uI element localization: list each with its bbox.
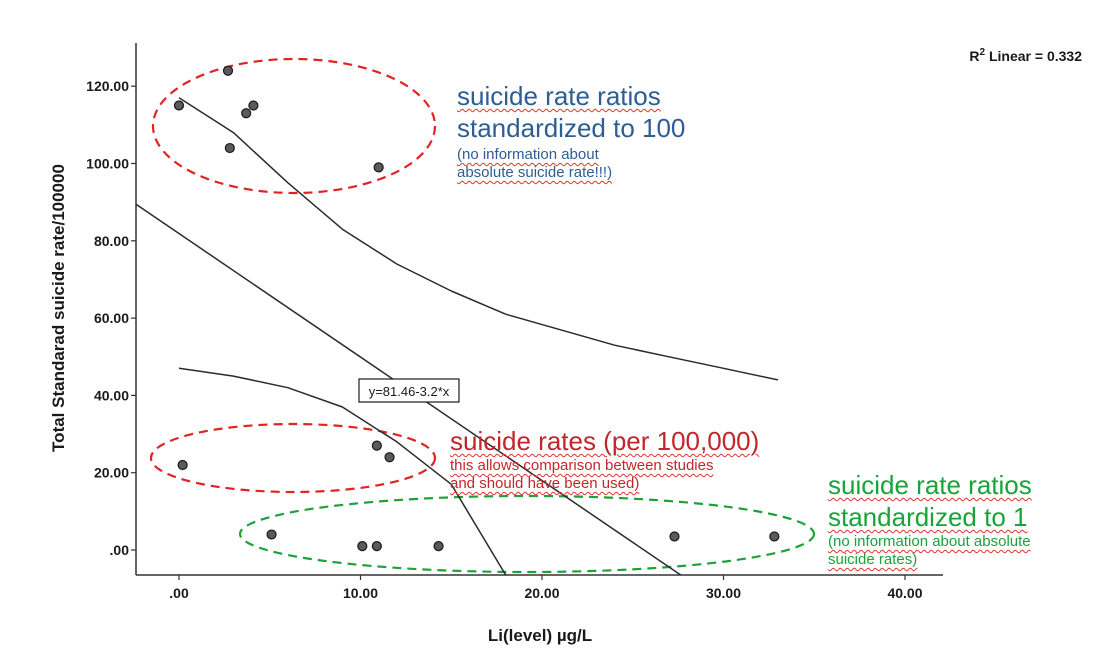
red-sub-line2: and should have been used) <box>450 475 640 492</box>
annotation-blue: suicide rate ratios standardized to 100 … <box>457 80 685 182</box>
fit-equation-label: y=81.46-3.2*x <box>369 384 450 399</box>
green-sub-line2: suicide rates) <box>828 551 918 568</box>
annotation-red: suicide rates (per 100,000) this allows … <box>450 425 759 493</box>
y-tick-label: 20.00 <box>94 465 129 481</box>
red-title-line1: suicide rates (per 100,000) <box>450 426 760 456</box>
x-tick-label: 10.00 <box>343 585 378 601</box>
blue-title-line1: suicide rate ratios <box>457 81 661 111</box>
data-point <box>371 541 382 552</box>
y-tick-label: .00 <box>110 542 130 558</box>
red-sub-line1: this allows comparison between studies <box>450 457 714 474</box>
x-axis-title: Li(level) µg/L <box>488 626 592 645</box>
r-squared-value: Linear = 0.332 <box>985 48 1082 64</box>
green-sub-line1: (no information about absolute <box>828 533 1031 550</box>
y-tick-label: 100.00 <box>86 156 129 172</box>
data-point <box>433 541 444 552</box>
data-point <box>222 65 234 76</box>
annotation-green: suicide rate ratios standardized to 1 (n… <box>828 469 1032 569</box>
r-squared-symbol: R <box>969 48 979 64</box>
data-point <box>241 108 252 119</box>
y-tick-label: 60.00 <box>94 310 129 326</box>
blue-title-line2: standardized to 100 <box>457 113 686 143</box>
r-squared-exponent: 2 <box>980 47 986 58</box>
blue-sub-line1: (no information about <box>457 146 599 163</box>
y-tick-label: 120.00 <box>86 78 129 94</box>
x-tick-label: 40.00 <box>887 585 922 601</box>
data-point <box>373 162 384 173</box>
data-point <box>669 531 680 542</box>
data-point <box>177 459 188 471</box>
confidence-lower-curve <box>178 367 507 576</box>
y-tick-label: 40.00 <box>94 387 129 403</box>
x-ticks: .00 10.00 20.00 30.00 40.00 <box>169 575 923 601</box>
data-point <box>173 100 185 111</box>
axes <box>135 43 943 576</box>
y-axis-title: Total Standarad suicide rate/100000 <box>49 164 68 452</box>
data-point <box>384 452 395 463</box>
ellipse-blue-group <box>151 57 437 195</box>
x-tick-label: 20.00 <box>524 585 559 601</box>
annotation-ellipses <box>149 57 816 574</box>
data-point <box>224 142 235 154</box>
data-point <box>769 531 780 542</box>
green-title-line2: standardized to 1 <box>828 502 1028 532</box>
data-points <box>173 65 780 552</box>
y-ticks: .00 20.00 40.00 60.00 80.00 100.00 120.00 <box>86 78 136 558</box>
data-point <box>248 100 259 111</box>
data-point <box>371 440 382 451</box>
x-tick-label: .00 <box>169 585 189 601</box>
y-tick-label: 80.00 <box>94 233 129 249</box>
fit-equation-box: y=81.46-3.2*x <box>358 378 460 403</box>
x-tick-label: 30.00 <box>706 585 741 601</box>
ellipse-green-group <box>238 494 816 574</box>
confidence-upper-curve <box>178 97 779 381</box>
blue-sub-line2: absolute suicide rate!!!) <box>457 164 613 181</box>
r-squared-label: R2 Linear = 0.332 <box>969 47 1082 64</box>
data-point <box>266 529 277 540</box>
ellipse-red-group <box>149 422 437 494</box>
data-point <box>357 541 368 552</box>
green-title-line1: suicide rate ratios <box>828 470 1032 500</box>
